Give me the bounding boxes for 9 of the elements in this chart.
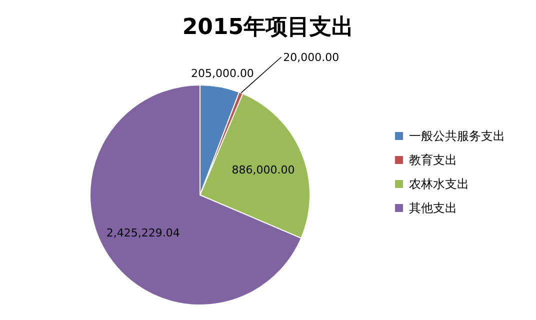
chart-title: 2015年项目支出 <box>182 15 354 40</box>
data-label: 2,425,229.04 <box>106 226 180 240</box>
data-label: 886,000.00 <box>232 163 295 176</box>
legend-label: 农林水支出 <box>409 177 469 191</box>
legend-label: 一般公共服务支出 <box>409 129 505 143</box>
data-label: 20,000.00 <box>283 51 340 64</box>
legend-label: 教育支出 <box>409 153 457 167</box>
legend-label: 其他支出 <box>409 201 457 215</box>
data-label: 205,000.00 <box>190 67 254 80</box>
